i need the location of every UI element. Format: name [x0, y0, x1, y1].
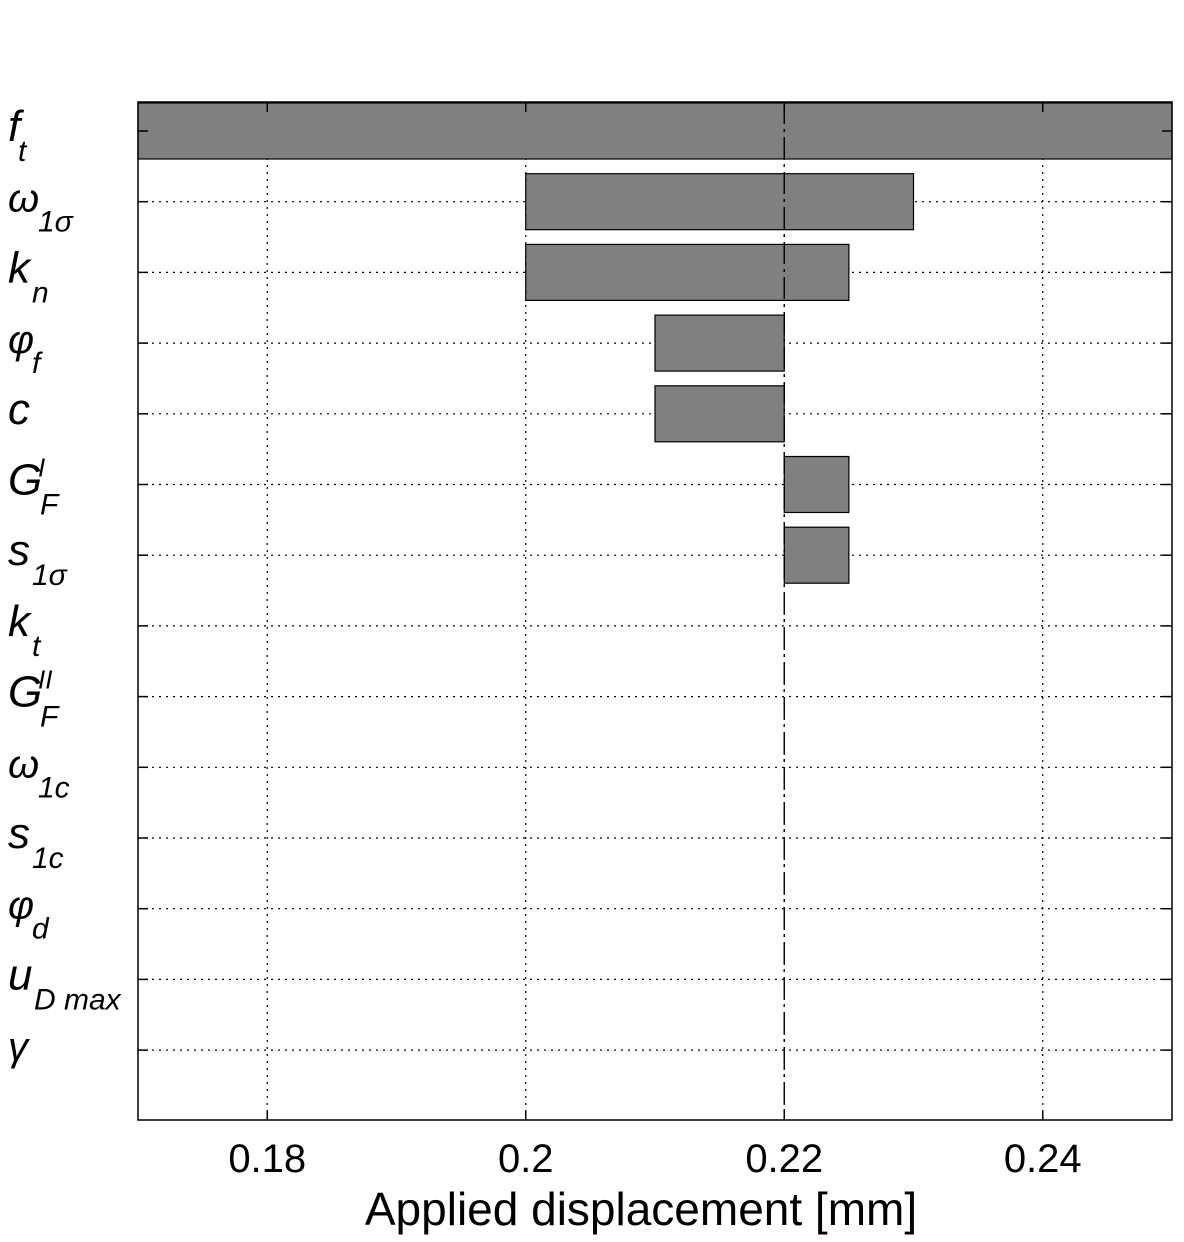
parameter-label-subscript: 1c: [32, 842, 64, 875]
grid-layer: [138, 102, 1172, 1120]
bar: [525, 243, 850, 301]
parameter-label: s1c: [8, 809, 64, 875]
bar: [137, 102, 1173, 160]
bars-layer: [137, 102, 1173, 584]
parameter-label-subscript: 1σ: [32, 559, 69, 592]
parameter-label-base: s: [8, 526, 30, 575]
x-tick-label: 0.22: [745, 1137, 823, 1181]
parameter-label: kt: [8, 597, 42, 663]
parameter-label-superscript: II: [38, 665, 52, 695]
parameter-label-base: s: [8, 809, 30, 858]
parameter-label-subscript: n: [32, 276, 49, 309]
parameter-label-base: ω: [8, 177, 39, 221]
parameter-label-subscript: 1c: [38, 771, 70, 804]
parameter-label-base: φ: [8, 318, 34, 362]
x-tick-label: 0.2: [498, 1137, 554, 1181]
parameter-label-subscript: 1σ: [38, 206, 75, 239]
parameter-label: ω1σ: [8, 177, 75, 239]
parameter-label-base: G: [8, 668, 42, 717]
parameter-label-base: u: [8, 950, 32, 999]
parameter-label: γ: [8, 1025, 30, 1069]
parameter-label-base: γ: [8, 1025, 30, 1069]
parameter-label: c: [8, 385, 30, 434]
x-tick-label: 0.18: [228, 1137, 306, 1181]
parameter-label-subscript: F: [40, 701, 60, 734]
parameter-label-subscript: F: [40, 489, 60, 522]
parameter-label: ft: [8, 102, 28, 168]
parameter-label-subscript: f: [32, 347, 43, 380]
ticks-layer: 0.18 0.2 0.22 0.24: [138, 102, 1172, 1181]
parameter-label: uD max: [8, 950, 122, 1016]
bar: [654, 314, 785, 372]
parameter-label-base: k: [8, 243, 32, 292]
parameter-label-base: ω: [8, 742, 39, 786]
parameter-label-subscript: d: [32, 913, 50, 946]
bar: [783, 526, 850, 584]
parameter-label: GII F: [8, 665, 60, 734]
parameter-label: ω1c: [8, 742, 70, 804]
x-tick-label: 0.24: [1004, 1137, 1082, 1181]
parameter-label: φd: [8, 884, 50, 946]
parameter-label-superscript: I: [38, 453, 45, 483]
bar: [783, 455, 850, 514]
parameter-label: kn: [8, 243, 49, 309]
parameter-label-subscript: t: [32, 630, 42, 663]
parameter-label: GIF: [8, 453, 60, 522]
bar: [525, 173, 915, 231]
parameter-label: s1σ: [8, 526, 69, 592]
parameter-label-base: φ: [8, 884, 34, 928]
parameter-label-base: k: [8, 597, 32, 646]
parameter-label-subscript: t: [18, 135, 28, 168]
plot-frame: [137, 101, 1173, 1121]
parameter-label: φf: [8, 318, 43, 380]
parameter-label-base: c: [8, 385, 30, 434]
parameter-label-base: G: [8, 456, 42, 505]
bar: [654, 385, 785, 443]
parameter-label-subscript: D max: [34, 983, 122, 1016]
x-axis-label: Applied displacement [mm]: [365, 1183, 917, 1235]
